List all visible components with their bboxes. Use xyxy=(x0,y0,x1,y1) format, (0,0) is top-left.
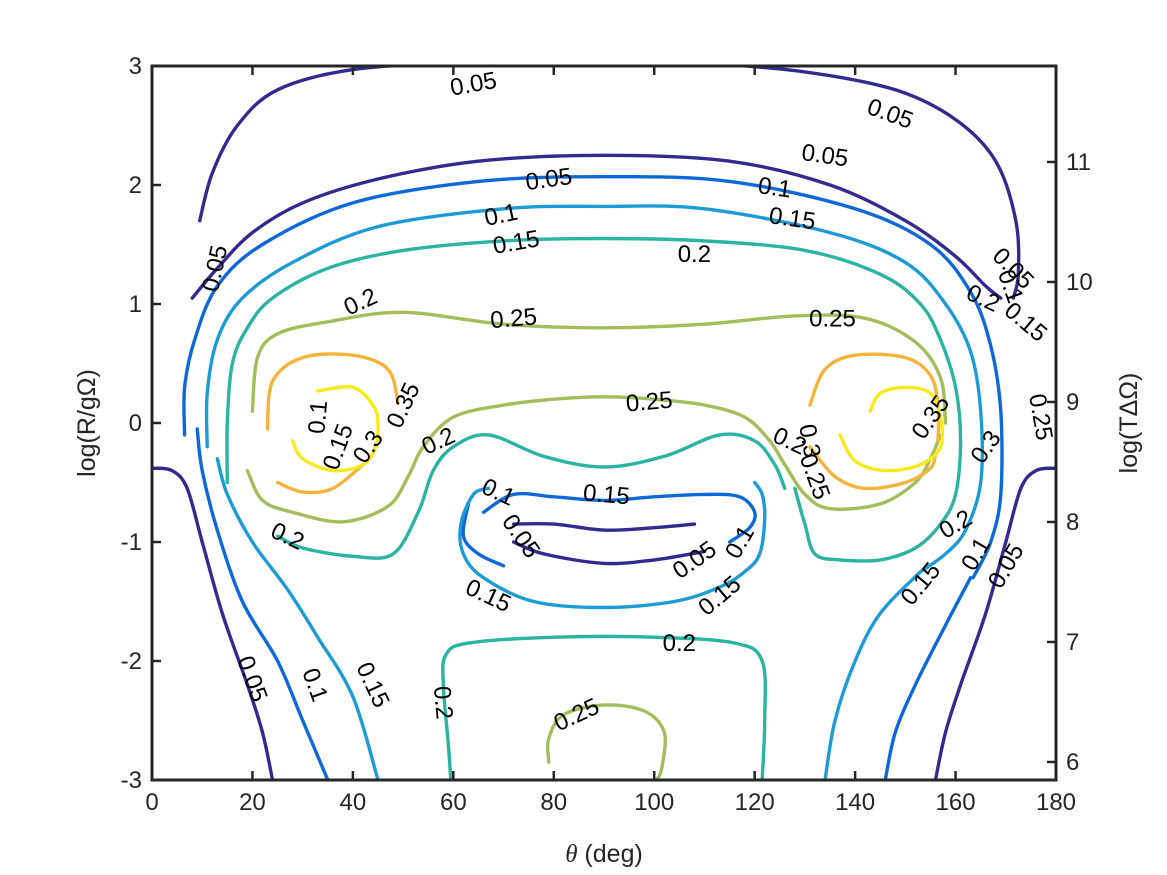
contour-label: 0.15 xyxy=(767,202,817,235)
x-tick-label: 160 xyxy=(936,789,976,816)
x-tick-label: 80 xyxy=(540,789,567,816)
y-tick-label: -1 xyxy=(121,529,142,556)
contour-label: 0.3 xyxy=(793,422,825,460)
contour-line-0-1 xyxy=(182,174,1004,580)
x-tick-label: 0 xyxy=(145,789,158,816)
x-tick-label: 180 xyxy=(1036,789,1076,816)
y-tick-label: 2 xyxy=(129,172,142,199)
x-axis: 0 20 40 60 80 100 120 140 160 180 xyxy=(145,66,1076,816)
contour-label: 0.2 xyxy=(663,630,696,657)
contour-line-0-05 xyxy=(933,466,1056,780)
contour-line-0-35 xyxy=(290,385,380,473)
y-right-tick-label: 8 xyxy=(1066,509,1079,536)
contour-line-0-1 xyxy=(195,427,330,780)
y-axis-label-right: log(TΔΩ) xyxy=(1115,373,1143,474)
contour-label: 0.1 xyxy=(303,399,333,435)
contour-line-0-1 xyxy=(883,576,973,780)
contour-line-0-05 xyxy=(198,66,1021,300)
contour-line-0-2 xyxy=(275,432,787,560)
contour-line-0-1 xyxy=(461,502,506,568)
contour-line-0-05 xyxy=(511,540,707,566)
contour-line-0-05 xyxy=(190,153,1003,300)
contour-line-0-25 xyxy=(250,310,948,425)
contour-line-0-15 xyxy=(458,480,767,610)
x-tick-label: 20 xyxy=(239,789,266,816)
x-tick-label: 100 xyxy=(634,789,674,816)
y-axis-right: 6 7 8 9 10 11 xyxy=(1047,149,1093,776)
y-right-tick-label: 9 xyxy=(1066,389,1079,416)
contour-line-0-1 xyxy=(481,491,757,544)
y-tick-label: 1 xyxy=(129,291,142,318)
y-tick-label: -2 xyxy=(121,648,142,675)
contour-line-0-25 xyxy=(245,395,943,524)
contour-label: 0.15 xyxy=(582,479,631,510)
contour-line-0-3 xyxy=(808,445,938,491)
contour-line-0-05 xyxy=(152,466,275,780)
y-right-tick-label: 7 xyxy=(1066,629,1079,656)
contour-line-0-2 xyxy=(225,236,963,563)
x-tick-label: 140 xyxy=(835,789,875,816)
y-tick-label: 3 xyxy=(129,53,142,80)
contour-line-0-3 xyxy=(265,352,400,431)
y-tick-label: -3 xyxy=(121,767,142,794)
contour-lines xyxy=(152,66,1056,780)
contour-line-0-25 xyxy=(545,703,668,780)
contour-label: 0.25 xyxy=(625,387,674,418)
contour-label: 0.25 xyxy=(809,305,856,332)
contour-label: 0.1 xyxy=(756,172,793,203)
y-axis-left: -3 -2 -1 0 1 2 3 xyxy=(121,53,161,794)
y-right-tick-label: 10 xyxy=(1066,269,1093,296)
x-axis-label: θ (deg) xyxy=(565,840,643,868)
contour-label: 0.25 xyxy=(489,303,538,334)
x-tick-label: 40 xyxy=(340,789,367,816)
contour-line-0-15 xyxy=(215,457,380,780)
contour-line-0-15 xyxy=(823,570,923,780)
contour-line-0-35 xyxy=(838,385,945,473)
y-axis-label-left: log(R/gΩ) xyxy=(73,369,101,477)
contour-line-0-15 xyxy=(204,204,984,574)
contour-line-0-3 xyxy=(275,463,365,495)
contour-label: 0.2 xyxy=(428,685,458,721)
contour-label: 0.05 xyxy=(800,139,850,172)
contour-line-0-2 xyxy=(441,634,768,780)
x-tick-label: 120 xyxy=(735,789,775,816)
y-right-tick-label: 11 xyxy=(1066,149,1091,176)
y-right-tick-label: 6 xyxy=(1066,749,1079,776)
contour-label: 0.05 xyxy=(524,163,574,196)
y-tick-label: 0 xyxy=(129,410,142,437)
x-tick-label: 60 xyxy=(440,789,467,816)
contour-line-0-05 xyxy=(511,522,697,532)
contour-label: 0.2 xyxy=(678,241,711,268)
